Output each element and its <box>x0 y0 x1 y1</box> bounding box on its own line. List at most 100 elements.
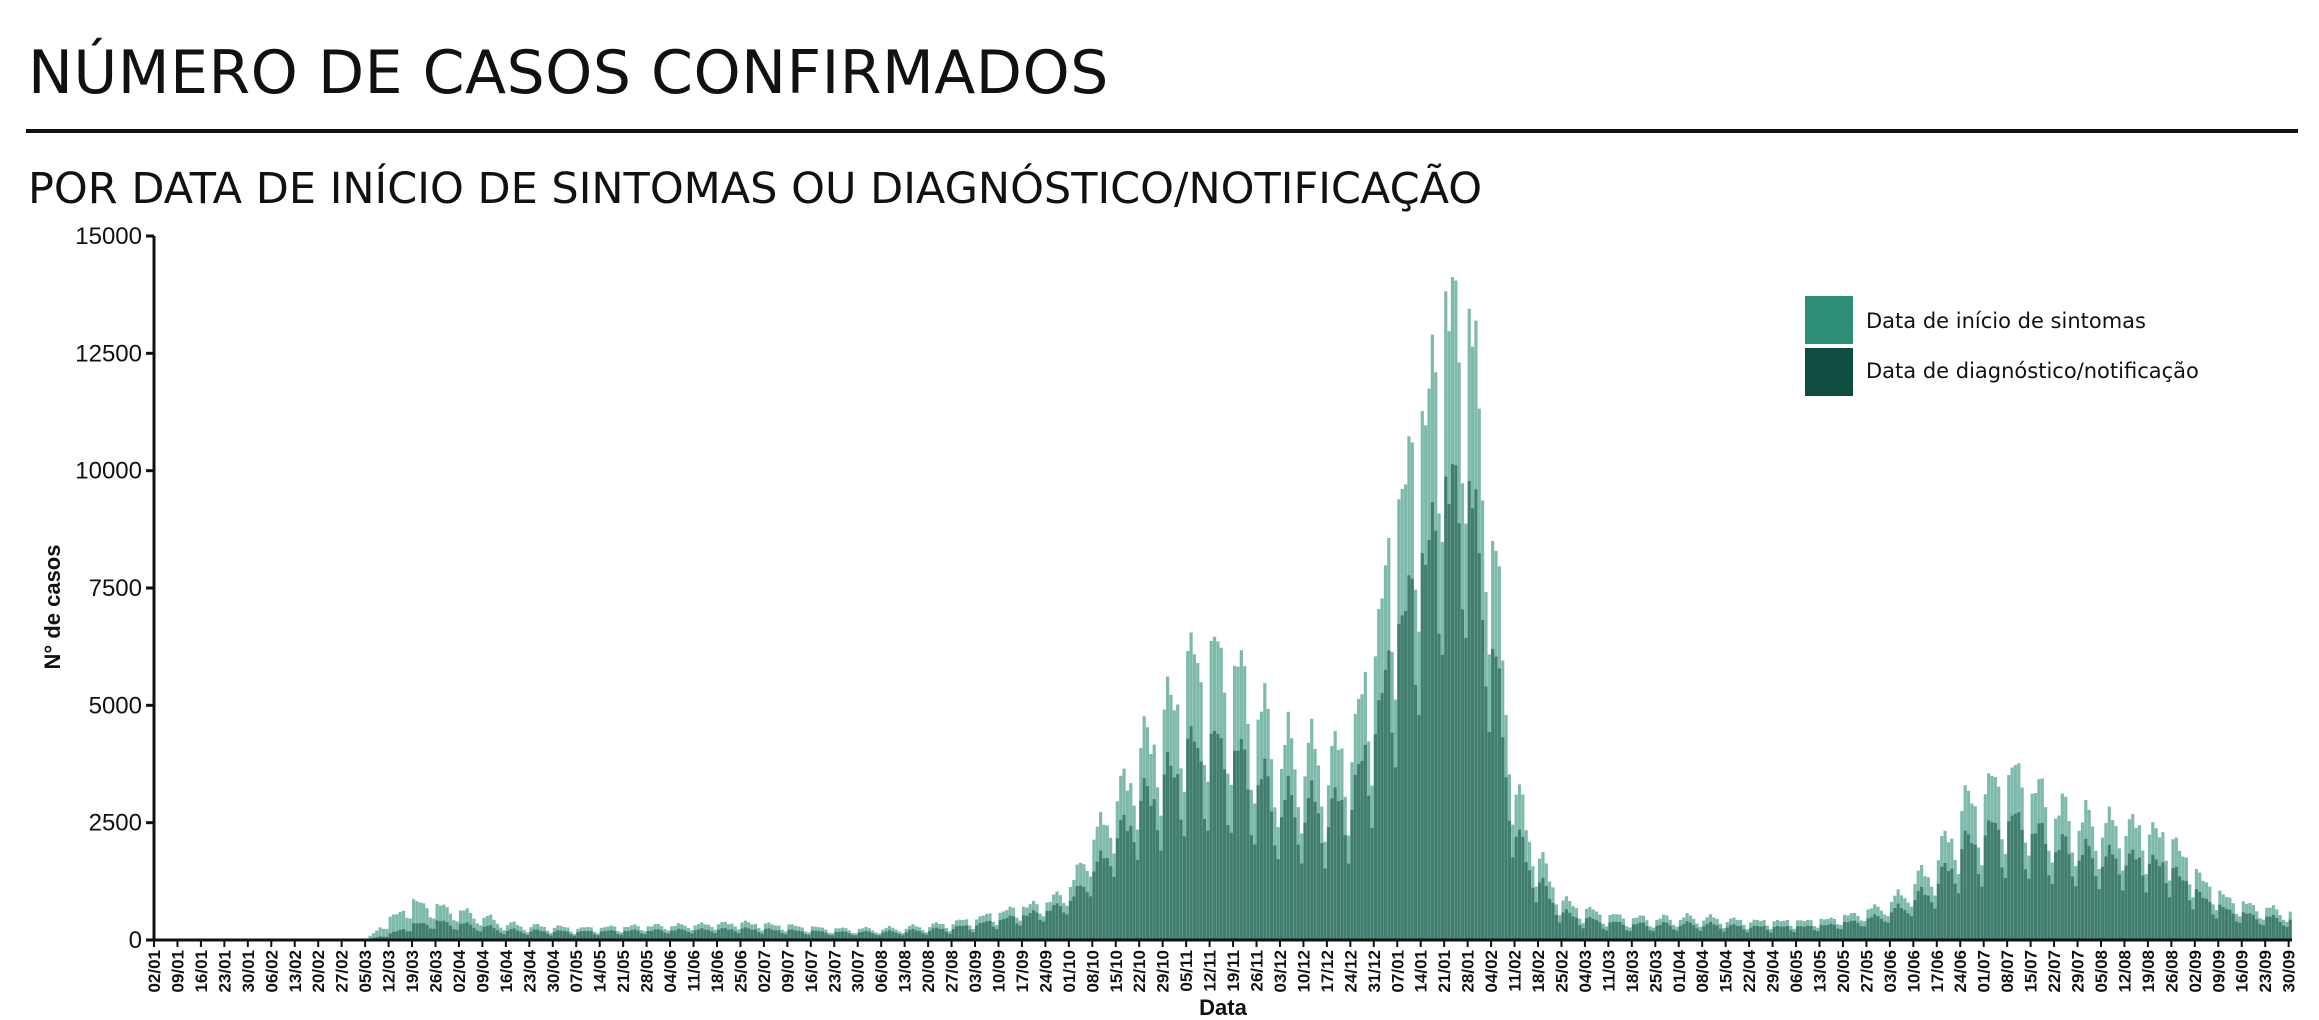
x-tick-label: 31/12 <box>1365 950 1384 993</box>
bar-notificacao <box>1826 924 1830 940</box>
y-tick-label: 5000 <box>89 692 142 719</box>
bar-notificacao <box>1832 924 1837 940</box>
bar-notificacao <box>1105 858 1109 940</box>
bar-notificacao <box>1742 929 1746 940</box>
bar-notificacao <box>1145 786 1150 940</box>
bar-notificacao <box>750 929 754 940</box>
bar-notificacao <box>1658 924 1662 940</box>
bar-notificacao <box>733 931 737 940</box>
bar-notificacao <box>562 931 567 940</box>
bar-notificacao <box>1745 932 1749 940</box>
bar-notificacao <box>2057 850 2061 940</box>
bar-notificacao <box>824 932 828 940</box>
bar-notificacao <box>1179 819 1183 940</box>
title-divider <box>26 129 2298 133</box>
bar-notificacao <box>985 921 989 940</box>
bar-notificacao <box>1866 918 1870 940</box>
x-tick-label: 11/03 <box>1599 950 1618 992</box>
bar-notificacao <box>753 929 758 940</box>
bar-notificacao <box>2191 909 2195 940</box>
bar-notificacao <box>680 929 684 940</box>
x-tick-label: 18/02 <box>1529 950 1548 993</box>
bar-notificacao <box>1920 886 1924 940</box>
bar-notificacao <box>1936 883 1940 940</box>
x-tick-label: 06/02 <box>262 950 281 993</box>
bar-notificacao <box>1631 924 1636 940</box>
x-tick-label: 23/07 <box>825 950 844 993</box>
bar-notificacao <box>592 934 597 940</box>
bar-notificacao <box>867 931 871 940</box>
bar-notificacao <box>2121 890 2125 940</box>
bar-notificacao <box>1427 539 1431 940</box>
bar-notificacao <box>861 931 865 940</box>
bar-notificacao <box>2204 898 2209 940</box>
bar-notificacao <box>1812 930 1816 940</box>
x-tick-label: 29/10 <box>1154 950 1173 993</box>
bar-notificacao <box>1956 893 1961 940</box>
bar-notificacao <box>1481 619 1485 940</box>
bar-notificacao <box>1336 801 1341 940</box>
bar-notificacao <box>1099 850 1103 940</box>
bar-notificacao <box>1889 912 1894 940</box>
bar-notificacao <box>499 932 503 940</box>
bar-notificacao <box>1189 726 1193 940</box>
bar-notificacao <box>1028 913 1032 940</box>
bar-sintomas <box>388 916 392 940</box>
bar-notificacao <box>1822 925 1827 940</box>
bar-notificacao <box>1635 924 1639 940</box>
bar-notificacao <box>391 931 396 940</box>
bar-notificacao <box>1772 926 1776 940</box>
bar-notificacao <box>1239 738 1243 940</box>
x-tick-label: 18/03 <box>1623 950 1642 993</box>
bar-notificacao <box>918 931 922 940</box>
bar-notificacao <box>794 930 798 940</box>
bar-notificacao <box>1749 927 1753 940</box>
bar-notificacao <box>1785 926 1790 940</box>
bar-sintomas <box>425 908 429 940</box>
bar-notificacao <box>1360 760 1364 940</box>
x-tick-label: 11/06 <box>685 950 704 992</box>
bar-notificacao <box>2157 866 2162 940</box>
bar-notificacao <box>924 934 928 940</box>
bar-notificacao <box>908 930 912 940</box>
bar-notificacao <box>1722 931 1726 940</box>
bar-notificacao <box>435 920 439 940</box>
bar-notificacao <box>1605 930 1609 940</box>
bar-notificacao <box>1320 843 1324 940</box>
bar-notificacao <box>1578 925 1582 940</box>
bar-notificacao <box>1648 930 1652 940</box>
bar-notificacao <box>425 924 429 940</box>
x-tick-label: 06/05 <box>1787 950 1806 993</box>
y-axis-title: N° de casos <box>40 545 65 670</box>
bar-notificacao <box>760 933 764 940</box>
x-tick-label: 15/07 <box>2022 950 2041 993</box>
x-tick-label: 02/09 <box>2186 950 2205 993</box>
bar-notificacao <box>1685 921 1689 940</box>
bar-notificacao <box>1712 924 1716 940</box>
bar-notificacao <box>931 928 935 940</box>
bar-notificacao <box>556 930 560 940</box>
y-tick-label: 0 <box>129 927 142 954</box>
bar-notificacao <box>1836 928 1840 940</box>
x-tick-label: 27/08 <box>943 950 962 993</box>
x-tick-label: 17/09 <box>1013 950 1032 993</box>
bar-notificacao <box>485 925 489 940</box>
bar-notificacao <box>1517 829 1522 940</box>
bar-notificacao <box>1906 913 1910 940</box>
bar-notificacao <box>1109 866 1113 940</box>
bar-notificacao <box>1799 926 1803 940</box>
x-tick-label: 03/09 <box>966 950 985 993</box>
bar-notificacao <box>432 928 436 940</box>
bar-notificacao <box>2003 878 2007 940</box>
bar-notificacao <box>1447 503 1451 940</box>
x-tick-label: 23/04 <box>520 949 539 992</box>
bar-notificacao <box>2188 900 2192 940</box>
x-tick-label: 09/09 <box>2209 950 2228 993</box>
bar-notificacao <box>2164 883 2168 940</box>
bar-sintomas <box>418 902 422 940</box>
bar-notificacao <box>1350 809 1354 940</box>
bar-notificacao <box>1045 910 1049 940</box>
bar-notificacao <box>877 935 882 940</box>
bar-notificacao <box>696 929 701 940</box>
bar-notificacao <box>633 929 637 940</box>
